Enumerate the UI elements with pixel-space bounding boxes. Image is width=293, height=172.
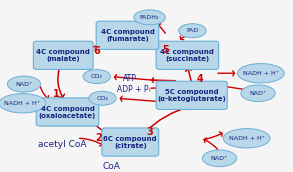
Text: acetyl CoA: acetyl CoA	[38, 141, 87, 149]
Text: FAD: FAD	[186, 28, 199, 33]
Text: NAD⁺: NAD⁺	[15, 82, 33, 87]
Text: 1: 1	[53, 89, 60, 99]
Ellipse shape	[89, 91, 116, 105]
Text: NADH + H⁺: NADH + H⁺	[229, 136, 265, 141]
Ellipse shape	[241, 85, 275, 102]
Text: NAD⁺: NAD⁺	[249, 91, 267, 96]
Text: CO₂: CO₂	[96, 96, 108, 101]
Text: 4C compound
(succinate): 4C compound (succinate)	[161, 49, 214, 62]
Text: 4C compound
(malate): 4C compound (malate)	[36, 49, 90, 62]
Text: CO₂: CO₂	[91, 74, 103, 79]
Text: NADH + H⁺: NADH + H⁺	[4, 101, 41, 106]
Text: 4: 4	[196, 74, 203, 84]
Text: NAD⁺: NAD⁺	[211, 156, 228, 161]
Ellipse shape	[7, 76, 40, 92]
Text: ATP: ATP	[123, 74, 137, 83]
FancyBboxPatch shape	[102, 128, 159, 156]
Text: 6: 6	[93, 46, 100, 56]
Text: NADH + H⁺: NADH + H⁺	[243, 71, 279, 76]
Text: 4C compound
(oxaloacetate): 4C compound (oxaloacetate)	[39, 105, 96, 119]
Ellipse shape	[0, 94, 46, 113]
Text: 3: 3	[146, 127, 153, 137]
Ellipse shape	[202, 150, 237, 167]
Text: CoA: CoA	[103, 162, 121, 171]
Text: 4C compound
(fumarate): 4C compound (fumarate)	[100, 29, 154, 42]
FancyBboxPatch shape	[96, 21, 159, 49]
Ellipse shape	[238, 64, 284, 83]
Text: 2: 2	[95, 133, 102, 143]
FancyBboxPatch shape	[36, 98, 99, 126]
FancyBboxPatch shape	[33, 41, 93, 69]
FancyBboxPatch shape	[156, 41, 219, 69]
Ellipse shape	[83, 69, 110, 84]
Text: 6C compound
(citrate): 6C compound (citrate)	[103, 136, 157, 149]
Ellipse shape	[223, 129, 270, 148]
Text: 5C compound
(α-ketoglutarate): 5C compound (α-ketoglutarate)	[157, 89, 226, 102]
Ellipse shape	[179, 24, 206, 38]
Text: ADP + Pᵢ: ADP + Pᵢ	[117, 85, 150, 94]
Text: FADH₂: FADH₂	[140, 15, 159, 20]
Text: 5: 5	[162, 45, 169, 55]
FancyBboxPatch shape	[156, 81, 227, 109]
Ellipse shape	[134, 10, 165, 25]
